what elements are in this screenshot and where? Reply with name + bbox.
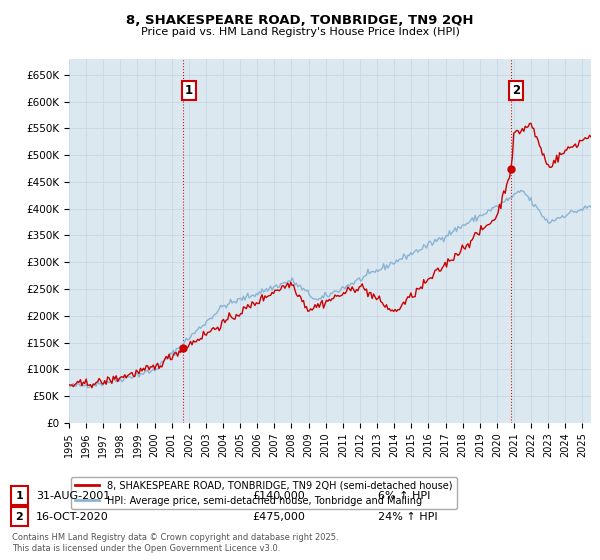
Text: 16-OCT-2020: 16-OCT-2020 (36, 512, 109, 522)
Text: 8, SHAKESPEARE ROAD, TONBRIDGE, TN9 2QH: 8, SHAKESPEARE ROAD, TONBRIDGE, TN9 2QH (126, 14, 474, 27)
Text: 31-AUG-2001: 31-AUG-2001 (36, 491, 110, 501)
Text: 6% ↑ HPI: 6% ↑ HPI (378, 491, 430, 501)
Text: 1: 1 (16, 491, 23, 501)
Text: Contains HM Land Registry data © Crown copyright and database right 2025.
This d: Contains HM Land Registry data © Crown c… (12, 534, 338, 553)
Text: £475,000: £475,000 (252, 512, 305, 522)
Text: 2: 2 (16, 512, 23, 522)
Legend: 8, SHAKESPEARE ROAD, TONBRIDGE, TN9 2QH (semi-detached house), HPI: Average pric: 8, SHAKESPEARE ROAD, TONBRIDGE, TN9 2QH … (71, 477, 457, 510)
Text: 1: 1 (184, 85, 193, 97)
Text: 24% ↑ HPI: 24% ↑ HPI (378, 512, 437, 522)
Text: £140,000: £140,000 (252, 491, 305, 501)
Text: 2: 2 (512, 85, 520, 97)
Text: Price paid vs. HM Land Registry's House Price Index (HPI): Price paid vs. HM Land Registry's House … (140, 27, 460, 37)
